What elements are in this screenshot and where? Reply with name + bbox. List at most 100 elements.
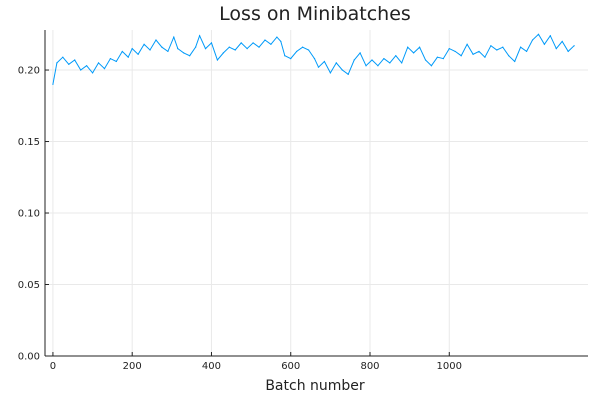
data-point — [290, 57, 292, 60]
data-point — [210, 42, 213, 44]
data-point — [127, 56, 129, 58]
data-point — [573, 45, 575, 47]
x-tick-label: 200 — [123, 361, 142, 372]
data-point — [222, 52, 224, 54]
data-point — [115, 60, 117, 63]
data-point — [418, 46, 421, 48]
data-point — [401, 62, 403, 64]
y-tick-label: 0.00 — [18, 352, 40, 363]
data-point — [395, 55, 397, 57]
y-tick-label: 0.20 — [18, 66, 40, 77]
data-point — [525, 50, 528, 53]
data-point — [561, 40, 563, 43]
y-tick-label: 0.05 — [18, 280, 40, 291]
data-point — [490, 45, 492, 47]
series-layer — [52, 33, 575, 85]
data-point — [284, 55, 286, 57]
data-point — [341, 69, 343, 71]
data-point — [296, 50, 298, 53]
data-point — [307, 49, 310, 51]
data-point — [109, 57, 111, 60]
data-point — [442, 57, 444, 60]
data-point — [155, 39, 157, 41]
data-point — [520, 46, 522, 48]
y-tick-label: 0.15 — [18, 137, 40, 148]
data-point — [460, 55, 462, 57]
data-point — [543, 43, 546, 45]
data-point — [183, 52, 185, 54]
data-point — [143, 43, 145, 45]
data-point — [508, 55, 510, 57]
data-point — [502, 46, 504, 48]
data-point — [240, 42, 242, 44]
data-point — [246, 47, 248, 50]
data-point — [80, 69, 82, 71]
data-point — [537, 33, 540, 35]
grid — [45, 30, 588, 357]
data-point — [137, 53, 139, 55]
data-point — [62, 56, 64, 58]
data-point — [430, 65, 433, 67]
data-point — [198, 35, 201, 37]
data-point — [258, 46, 260, 48]
data-point — [407, 46, 409, 48]
data-point — [177, 47, 179, 50]
chart-title: Loss on Minibatches — [219, 3, 411, 25]
data-point — [56, 62, 58, 64]
data-point — [448, 47, 450, 50]
x-tick-label: 600 — [281, 361, 300, 372]
series-line — [52, 33, 575, 85]
data-point — [478, 50, 480, 53]
data-point — [195, 46, 197, 48]
data-point — [424, 59, 427, 61]
data-point — [549, 35, 551, 37]
data-point — [91, 72, 94, 74]
data-point — [74, 59, 76, 61]
data-point — [329, 72, 331, 74]
data-point — [383, 57, 385, 60]
data-point — [189, 55, 191, 57]
data-point — [86, 65, 88, 67]
data-point — [228, 46, 230, 48]
data-point — [389, 62, 391, 64]
data-point — [555, 47, 557, 50]
data-point — [436, 56, 438, 58]
data-point — [204, 47, 207, 50]
data-point — [302, 46, 304, 48]
data-point — [161, 46, 163, 48]
data-point — [359, 52, 361, 54]
x-tick-label: 800 — [360, 361, 379, 372]
data-point — [264, 39, 266, 41]
data-point — [216, 59, 219, 61]
data-point — [496, 49, 498, 51]
data-point — [52, 83, 54, 85]
tick-labels: 0 200 400 600 800 1000 0.00 0.05 0.10 0.15 0.20 — [18, 66, 462, 372]
data-point — [149, 49, 151, 51]
data-point — [353, 59, 355, 61]
data-point — [270, 43, 272, 45]
data-point — [173, 36, 175, 38]
axes — [44, 30, 588, 357]
data-point — [313, 57, 316, 60]
data-point — [252, 42, 254, 44]
data-point — [68, 63, 70, 65]
data-point — [347, 73, 349, 75]
x-axis-label: Batch number — [265, 378, 365, 394]
data-point — [413, 52, 415, 54]
data-point — [484, 56, 486, 58]
data-point — [371, 59, 373, 61]
x-tick-label: 0 — [50, 361, 56, 372]
x-tick-label: 1000 — [437, 361, 462, 372]
y-tick-label: 0.10 — [18, 209, 40, 220]
data-point — [323, 60, 326, 63]
data-point — [121, 50, 123, 53]
data-point — [377, 65, 379, 67]
data-point — [472, 53, 474, 55]
data-point — [97, 62, 100, 64]
data-point — [567, 50, 569, 53]
data-point — [167, 50, 169, 53]
data-point — [317, 66, 320, 68]
data-point — [365, 65, 367, 67]
data-point — [335, 62, 337, 64]
